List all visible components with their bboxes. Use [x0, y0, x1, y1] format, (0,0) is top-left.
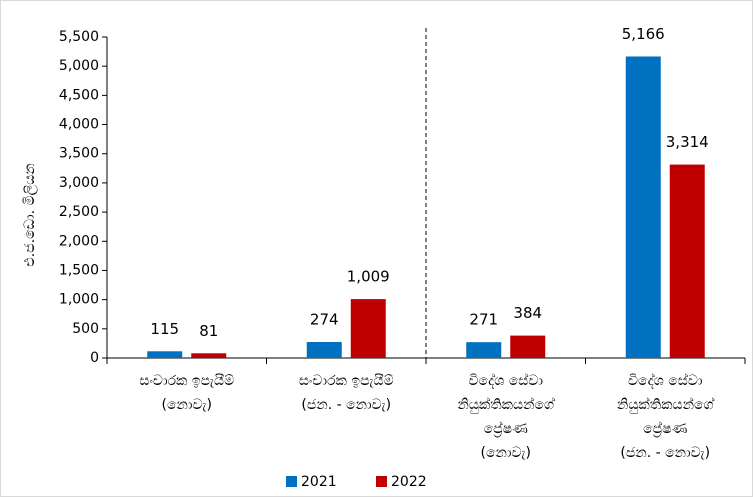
- value-label: 115: [150, 320, 179, 338]
- value-label: 274: [310, 311, 339, 329]
- legend-swatch: [286, 476, 297, 487]
- legend-swatch: [376, 476, 387, 487]
- x-tick-label: විදේශ සේවා: [628, 373, 703, 389]
- value-label: 81: [199, 322, 218, 340]
- bar: [350, 299, 386, 358]
- x-tick-label: (නොවැ): [481, 445, 531, 461]
- y-tick-label: 4,000: [59, 117, 99, 133]
- y-tick-label: 500: [72, 321, 99, 337]
- y-tick-label: 1,000: [59, 292, 99, 308]
- x-tick-label: (ජන. - නොවැ): [620, 445, 710, 461]
- legend-label: 2021: [301, 474, 337, 490]
- y-tick-label: 5,500: [59, 29, 99, 45]
- bar: [510, 335, 546, 358]
- value-label: 271: [469, 311, 498, 329]
- x-tick-label: (නොවැ): [162, 397, 212, 413]
- bar: [669, 164, 705, 358]
- value-label: 384: [513, 304, 542, 322]
- x-tick-label: ප්‍රේෂණ: [484, 421, 528, 438]
- x-tick-label: ප්‍රේෂණ: [643, 421, 687, 438]
- legend-label: 2022: [391, 474, 427, 490]
- bar: [625, 56, 661, 358]
- y-tick-label: 0: [90, 350, 99, 366]
- y-tick-label: 4,500: [59, 87, 99, 103]
- value-label: 1,009: [347, 268, 390, 286]
- bar: [191, 353, 227, 358]
- y-tick-label: 1,500: [59, 262, 99, 278]
- bar: [306, 342, 342, 358]
- x-tick-label: සංචාරක ඉපැයීම්: [299, 373, 394, 389]
- y-tick-label: 5,000: [59, 58, 99, 74]
- value-label: 3,314: [666, 133, 709, 151]
- x-tick-label: විදේශ සේවා: [468, 373, 543, 389]
- y-axis-label: එ.ජ.ඩො. මිලියන: [22, 163, 38, 266]
- value-label: 5,166: [622, 25, 665, 43]
- x-tick-label: (ජන. - නොවැ): [301, 397, 391, 413]
- x-tick-label: නියුක්තිකයන්ගේ: [617, 397, 714, 414]
- x-tick-label: නියුක්තිකයන්ගේ: [457, 397, 554, 414]
- y-tick-label: 2,500: [59, 204, 99, 220]
- bar: [147, 351, 183, 358]
- bar: [466, 342, 502, 358]
- y-tick-label: 2,000: [59, 233, 99, 249]
- y-tick-label: 3,000: [59, 175, 99, 191]
- y-tick-label: 3,500: [59, 146, 99, 162]
- x-tick-label: සංචාරක ඉපැයීම්: [139, 373, 234, 389]
